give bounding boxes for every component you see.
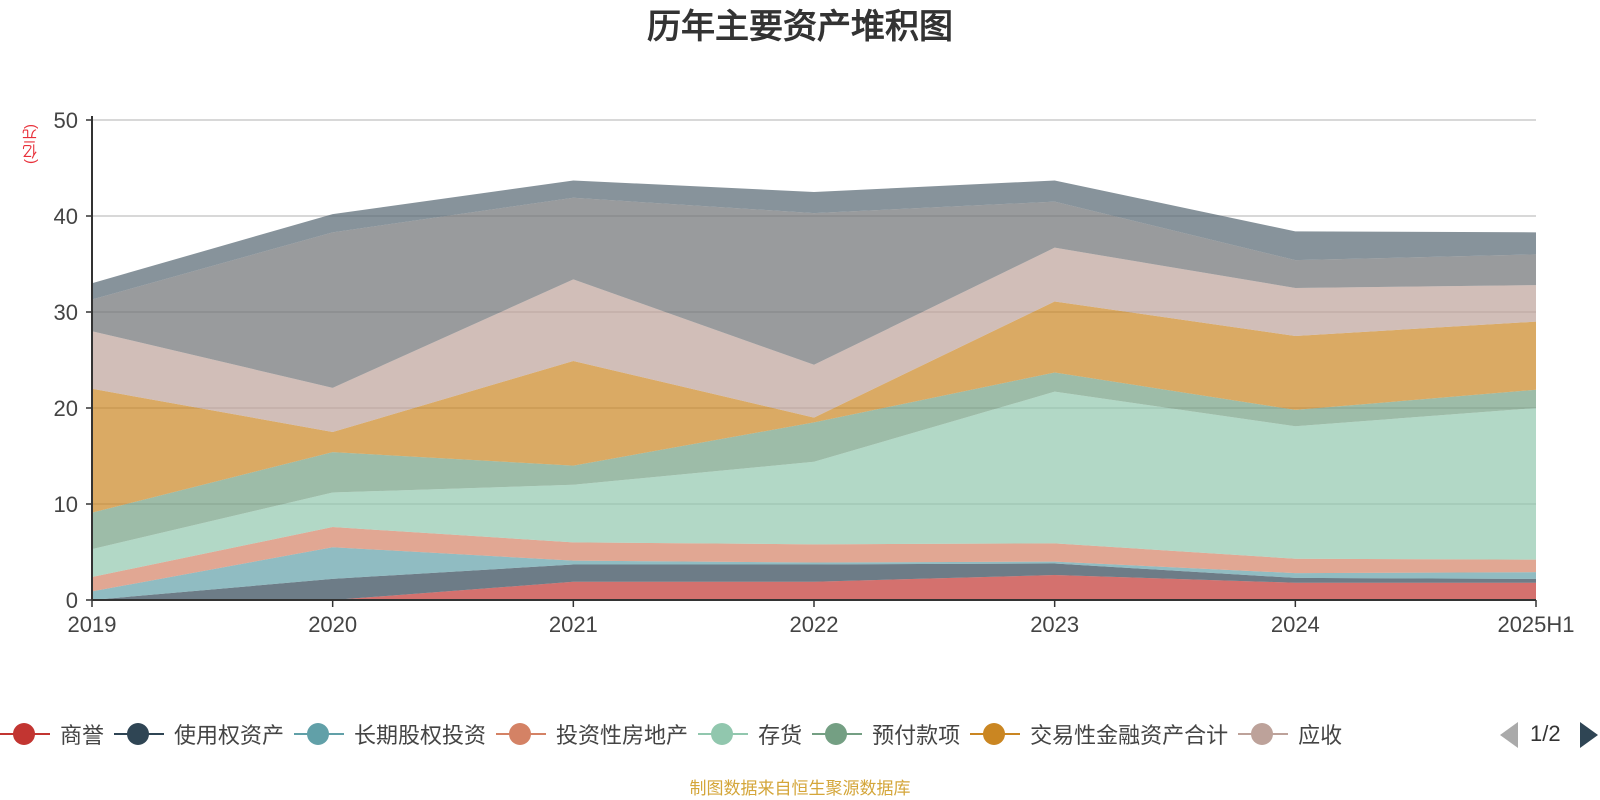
area-series-4 <box>92 527 1536 592</box>
legend-swatch-icon <box>294 721 345 747</box>
legend-label: 应收 <box>1298 723 1343 748</box>
x-tick-label: 2021 <box>549 612 598 637</box>
y-tick-label: 30 <box>54 300 78 325</box>
legend: 商誉 使用权资产 长期股权投资 投资性房地产 存货 预付款项 交易性金融资产合计 应收 1/2 <box>0 716 1598 752</box>
stacked-area-chart: 0 10 20 30 40 50 2019 2020 2021 2022 2023 2024 2025H… <box>54 108 1575 637</box>
x-tick-label: 2020 <box>308 612 357 637</box>
legend-item[interactable]: 存货 <box>698 716 802 752</box>
area-series-7 <box>92 301 1536 513</box>
legend-page-indicator: 1/2 <box>1530 721 1561 746</box>
y-tick-label: 40 <box>54 204 78 229</box>
legend-swatch-icon <box>0 721 50 747</box>
legend-label: 存货 <box>758 723 803 748</box>
chart-title: 历年主要资产堆积图 <box>647 8 953 46</box>
legend-label: 交易性金融资产合计 <box>1030 723 1229 748</box>
legend-pager: 1/2 <box>1500 716 1600 752</box>
x-tick-label: 2022 <box>790 612 839 637</box>
legend-swatch-icon <box>496 721 547 747</box>
legend-label: 长期股权投资 <box>354 723 487 748</box>
legend-swatch-icon <box>1238 721 1289 747</box>
area-series-6 <box>92 372 1536 550</box>
legend-label: 商誉 <box>60 723 105 748</box>
y-tick-label: 10 <box>54 492 78 517</box>
legend-items: 商誉 使用权资产 长期股权投资 投资性房地产 存货 预付款项 交易性金融资产合计 应收 <box>0 716 1482 752</box>
legend-label: 投资性房地产 <box>556 723 689 748</box>
legend-prev-page-icon[interactable] <box>1500 722 1518 748</box>
legend-label: 预付款项 <box>872 723 961 748</box>
y-tick-label: 20 <box>54 396 78 421</box>
area-series-2 <box>92 563 1536 600</box>
area-series <box>92 180 1536 600</box>
area-series-10 <box>92 180 1536 300</box>
area-series-8 <box>92 247 1536 432</box>
legend-label: 使用权资产 <box>174 723 285 748</box>
x-tick-label: 2019 <box>68 612 117 637</box>
x-tick-label: 2024 <box>1271 612 1320 637</box>
y-tick-label: 50 <box>54 108 78 133</box>
legend-swatch-icon <box>698 721 749 747</box>
legend-item[interactable]: 长期股权投资 <box>294 716 486 752</box>
area-series-9 <box>92 197 1536 388</box>
source-note: 制图数据来自恒生聚源数据库 <box>689 779 911 798</box>
legend-swatch-icon <box>114 721 165 747</box>
legend-item[interactable]: 预付款项 <box>812 716 960 752</box>
legend-item[interactable]: 使用权资产 <box>114 716 284 752</box>
x-tick-label: 2025H1 <box>1497 612 1574 637</box>
area-series-5 <box>92 391 1536 577</box>
axes: 0 10 20 30 40 50 2019 2020 2021 2022 2023 2024 2025H… <box>54 108 1575 637</box>
legend-next-page-icon[interactable] <box>1580 722 1598 748</box>
legend-item[interactable]: 商誉 <box>0 716 104 752</box>
legend-item[interactable]: 投资性房地产 <box>496 716 688 752</box>
area-series-1 <box>92 575 1536 600</box>
legend-swatch-icon <box>970 721 1021 747</box>
y-tick-label: 0 <box>66 588 78 613</box>
legend-item[interactable]: 应收 <box>1238 716 1342 752</box>
area-series-3 <box>92 547 1536 600</box>
legend-swatch-icon <box>812 721 863 747</box>
legend-item[interactable]: 交易性金融资产合计 <box>970 716 1228 752</box>
x-tick-label: 2023 <box>1030 612 1079 637</box>
